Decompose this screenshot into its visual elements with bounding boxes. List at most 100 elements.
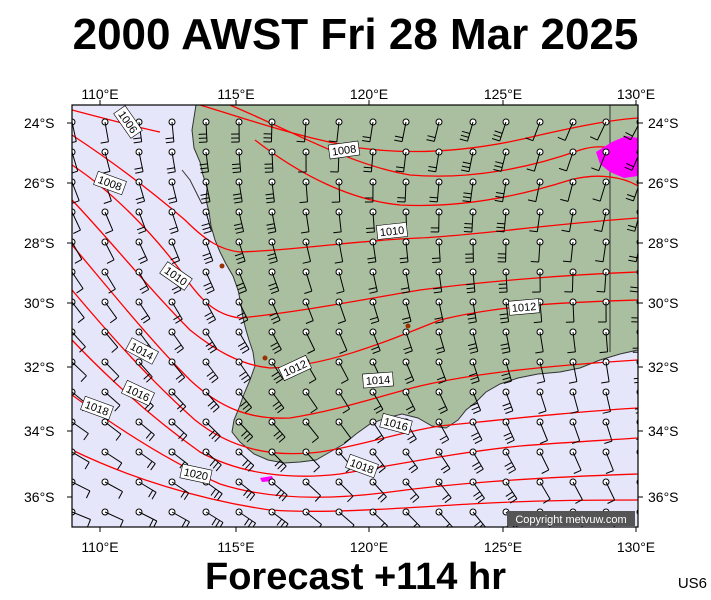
wind-barb <box>502 388 514 414</box>
wind-barb <box>72 178 80 204</box>
lon-label-top: 110°E <box>81 86 118 102</box>
wind-barb <box>231 148 243 174</box>
wind-barb <box>529 208 544 233</box>
wind-barb <box>296 118 310 143</box>
wind-barb <box>434 298 444 324</box>
wind-barb <box>235 328 250 354</box>
wind-barb <box>589 118 610 141</box>
wind-barb <box>135 268 150 294</box>
wind-barb <box>593 208 610 232</box>
wind-barb <box>232 178 243 204</box>
wind-barb <box>369 448 386 474</box>
rain-areas <box>219 136 638 482</box>
wind-barb <box>135 508 158 527</box>
wind-barb <box>402 388 416 414</box>
wind-barb <box>101 328 119 353</box>
wind-barb <box>430 208 443 233</box>
wind-barb <box>496 208 510 233</box>
wind-barb <box>335 268 345 294</box>
wind-barb <box>466 268 477 294</box>
wind-barb <box>397 178 410 203</box>
isobar <box>72 244 638 419</box>
wind-barb <box>202 298 217 324</box>
wind-barb <box>72 508 91 527</box>
lat-label-right: 30°S <box>648 295 679 311</box>
wind-barb <box>369 478 387 503</box>
wind-barb <box>168 478 190 500</box>
wind-barb <box>527 178 544 203</box>
wind-barb <box>101 208 114 234</box>
wind-barb <box>235 448 255 472</box>
wind-barb <box>299 178 310 204</box>
lat-label-left: 36°S <box>24 489 55 505</box>
wind-barb <box>202 418 221 443</box>
wind-barb <box>569 448 582 474</box>
lat-label-left: 24°S <box>24 115 55 131</box>
wind-barb <box>101 298 118 324</box>
wind-barb <box>202 388 220 413</box>
wind-barb <box>202 268 215 294</box>
wind-barb <box>536 358 546 384</box>
wind-barb <box>497 238 510 263</box>
forecast-label: Forecast +114 hr <box>204 556 506 598</box>
wind-barb <box>623 119 638 141</box>
wind-barb <box>235 388 252 413</box>
isobar <box>72 449 638 512</box>
wind-barb <box>333 208 343 234</box>
wind-barb <box>268 388 285 414</box>
wind-barb <box>502 448 517 474</box>
lon-label-bottom: 120°E <box>350 539 388 555</box>
wind-barb <box>202 238 214 264</box>
lon-label-top: 125°E <box>484 86 522 102</box>
wind-barb <box>301 208 310 234</box>
rain-dot <box>405 323 411 329</box>
wind-barb <box>526 148 544 172</box>
lon-label-bottom: 115°E <box>217 539 254 555</box>
wind-barb <box>367 238 377 264</box>
wind-barb <box>469 448 484 474</box>
wind-barb <box>72 268 84 294</box>
wind-barb <box>491 118 510 142</box>
wind-barb <box>467 298 477 324</box>
wind-barb <box>602 478 616 504</box>
lon-label-bottom: 125°E <box>484 539 522 555</box>
map-frame <box>71 104 639 528</box>
lon-label-bottom: 130°E <box>617 539 655 555</box>
wind-barb <box>302 508 322 527</box>
wind-barb <box>335 358 349 384</box>
wind-barb <box>536 388 547 414</box>
wind-barb <box>72 418 89 441</box>
wind-barb <box>328 118 343 143</box>
wind-barb <box>402 448 419 474</box>
wind-barb <box>72 478 91 499</box>
wind-barb <box>101 508 124 527</box>
wind-barb <box>501 358 512 384</box>
wind-barb <box>101 478 123 499</box>
wind-barb <box>560 178 577 202</box>
axis-ticks <box>67 100 643 532</box>
wind-barb <box>334 238 344 264</box>
wind-barb <box>268 418 286 443</box>
wind-barb <box>101 238 115 264</box>
wind-barb <box>465 238 477 263</box>
wind-barb <box>562 238 577 263</box>
wind-barb <box>335 508 355 527</box>
wind-barb <box>72 328 86 353</box>
wind-barb <box>402 478 420 503</box>
wind-barb <box>168 358 186 383</box>
wind-barb <box>168 298 183 324</box>
wind-barb <box>201 208 212 234</box>
wind-barb <box>268 448 287 473</box>
wind-barb <box>567 328 577 354</box>
wind-barb <box>331 178 343 203</box>
wind-barb <box>395 148 410 173</box>
wind-barb <box>498 268 510 293</box>
wind-barb <box>302 268 313 294</box>
wind-barb <box>369 328 381 354</box>
wind-barb <box>558 148 577 172</box>
wind-barb <box>302 478 321 502</box>
wind-barb <box>366 208 377 233</box>
wind-barb <box>72 298 85 324</box>
wind-barb <box>469 388 482 414</box>
wind-barb <box>231 118 243 143</box>
